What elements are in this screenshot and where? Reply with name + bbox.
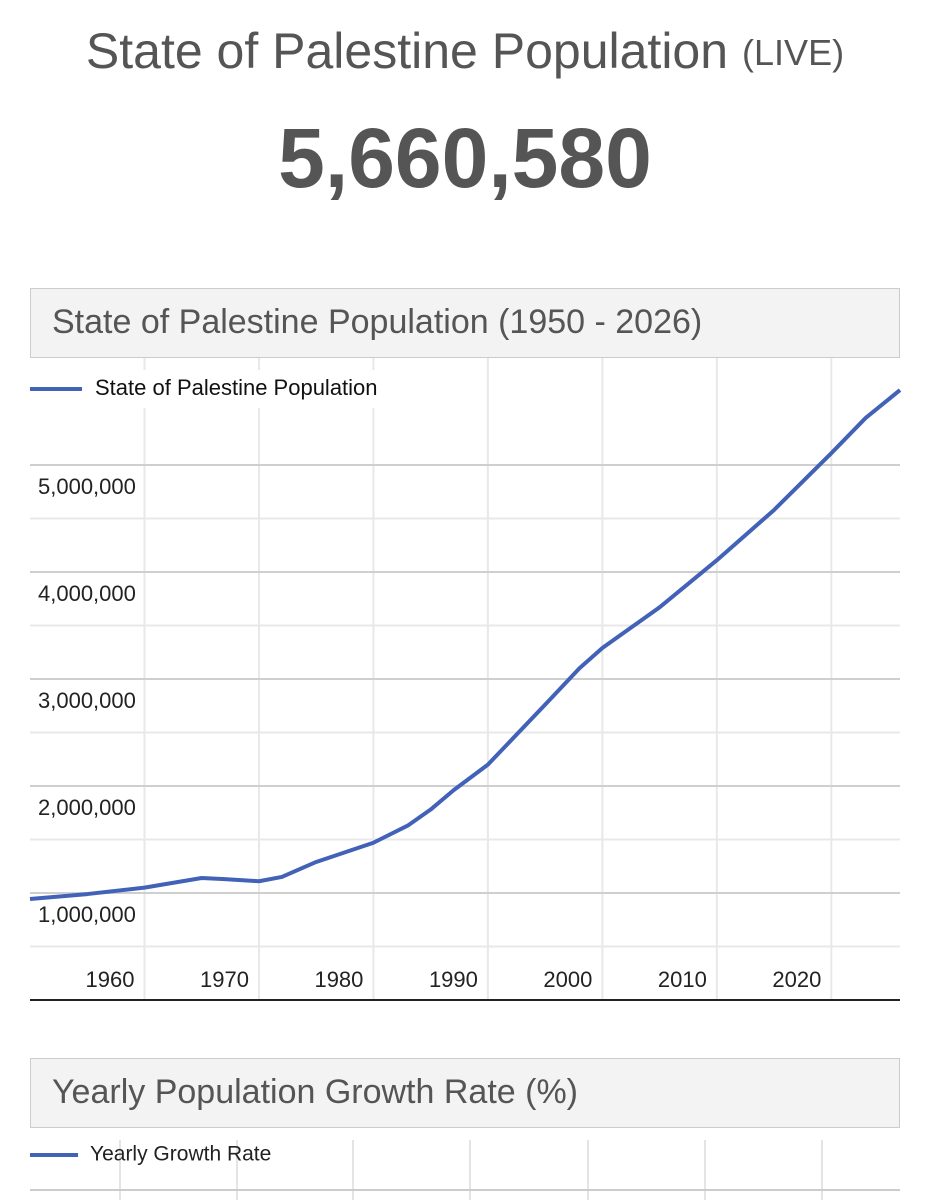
x-tick-label: 2000 [543,967,592,992]
y-tick-label: 3,000,000 [38,688,136,713]
y-tick-label: 1,000,000 [38,902,136,927]
x-tick-label: 2010 [658,967,707,992]
legend-label: Yearly Growth Rate [90,1143,271,1166]
x-tick-label: 2020 [772,967,821,992]
chart-title: State of Palestine Population (1950 - 20… [52,303,702,341]
chart-title-box [30,1058,900,1128]
x-tick-label: 1960 [86,967,135,992]
data-line [29,388,902,901]
title-text: State of Palestine Population [86,23,728,79]
x-tick-label: 1990 [429,967,478,992]
live-badge: (LIVE) [742,32,844,73]
live-counter: 5,660,580 [278,111,652,205]
y-tick-label: 4,000,000 [38,581,136,606]
legend-bg [30,370,460,408]
x-tick-label: 1980 [314,967,363,992]
y-tick-label: 2,000,000 [38,795,136,820]
x-tick-label: 1970 [200,967,249,992]
chart-title: Yearly Population Growth Rate (%) [52,1073,578,1111]
legend-label: State of Palestine Population [95,375,378,400]
y-tick-label: 5,000,000 [38,474,136,499]
chart-title-box [30,288,900,358]
grid-decoration [30,1140,900,1200]
page-title: State of Palestine Population (LIVE) [86,23,844,79]
